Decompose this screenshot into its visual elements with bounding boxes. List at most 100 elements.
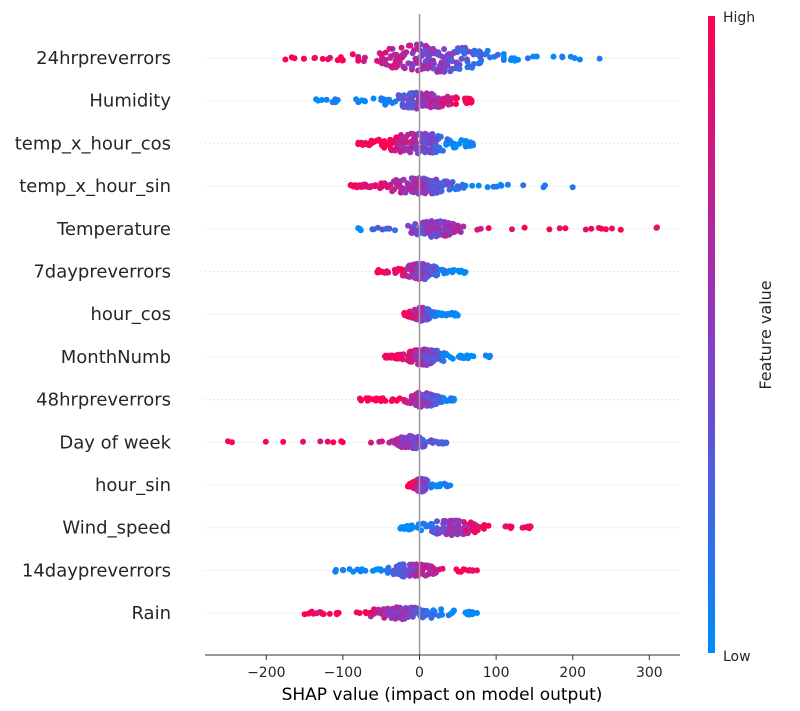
shap-point — [419, 275, 426, 282]
x-tick-label: 0 — [415, 665, 424, 681]
shap-point — [435, 612, 442, 619]
shap-point — [435, 229, 442, 236]
shap-point — [360, 58, 367, 65]
shap-point — [385, 225, 392, 232]
shap-point — [396, 59, 403, 66]
shap-point — [439, 54, 446, 60]
shap-point — [381, 614, 388, 621]
shap-point — [392, 147, 398, 154]
shap-point — [384, 269, 391, 276]
shap-point — [408, 267, 415, 274]
shap-point — [377, 566, 384, 573]
shap-point — [582, 226, 589, 233]
shap-point — [386, 45, 393, 52]
shap-point — [453, 566, 460, 573]
shap-point — [445, 310, 452, 317]
shap-point — [442, 518, 449, 524]
shap-point — [422, 398, 429, 405]
shap-point — [462, 98, 469, 105]
shap-point — [550, 53, 557, 60]
shap-point — [653, 224, 660, 231]
shap-point — [406, 349, 413, 356]
shap-point — [617, 226, 624, 233]
feature-label: Day of week — [59, 432, 171, 453]
shap-point — [470, 353, 477, 360]
shap-point — [417, 228, 424, 234]
shap-point — [392, 227, 398, 234]
shap-point — [448, 141, 455, 148]
shap-point — [393, 268, 400, 275]
shap-point — [463, 56, 470, 63]
shap-point — [353, 96, 360, 103]
shap-point — [598, 225, 605, 232]
shap-point — [415, 59, 422, 66]
shap-point — [454, 222, 461, 229]
shap-point — [374, 57, 380, 64]
shap-point — [439, 147, 446, 154]
shap-point — [441, 46, 448, 53]
shap-point — [596, 55, 603, 62]
shap-point — [376, 50, 383, 57]
shap-point — [464, 64, 471, 71]
shap-point — [440, 352, 447, 359]
shap-point — [421, 148, 428, 155]
shap-point — [428, 147, 435, 154]
shap-point — [462, 527, 469, 534]
shap-point — [430, 611, 437, 618]
x-axis: −200 −100 0 100 200 300 — [205, 654, 680, 681]
shap-point — [408, 522, 415, 529]
shap-point — [398, 44, 405, 51]
shap-point — [440, 182, 446, 189]
shap-point — [546, 226, 553, 233]
shap-point — [454, 95, 460, 102]
shap-point — [506, 524, 513, 530]
shap-point — [437, 133, 444, 140]
shap-point — [485, 225, 492, 232]
shap-point — [444, 530, 451, 537]
shap-point — [422, 58, 429, 65]
shap-point — [571, 55, 578, 62]
shap-point — [393, 134, 400, 141]
shap-point — [414, 313, 420, 320]
shap-point — [372, 566, 379, 573]
shap-point — [282, 56, 289, 63]
colorbar-gradient — [708, 16, 715, 653]
shap-point — [420, 183, 427, 190]
shap-point — [358, 397, 365, 404]
shap-point — [409, 225, 416, 232]
shap-point — [326, 610, 333, 617]
shap-point — [441, 232, 448, 239]
shap-point — [413, 398, 420, 405]
shap-point — [405, 42, 412, 49]
shap-point — [433, 272, 440, 279]
shap-point — [448, 180, 455, 186]
shap-point — [373, 137, 380, 144]
shap-point — [459, 181, 466, 188]
shap-point — [378, 96, 385, 103]
shap-point — [441, 267, 448, 274]
shap-point — [484, 184, 491, 191]
feature-label: temp_x_hour_sin — [19, 176, 171, 197]
shap-point — [349, 51, 356, 58]
shap-point — [520, 182, 527, 189]
shap-point — [388, 610, 395, 616]
shap-point — [427, 348, 434, 355]
shap-point — [339, 439, 346, 446]
shap-point — [355, 57, 362, 64]
shap-point — [400, 63, 407, 70]
shap-point — [379, 397, 386, 404]
shap-point — [438, 59, 445, 66]
feature-label: hour_cos — [90, 304, 171, 325]
shap-point — [424, 357, 430, 364]
shap-point — [425, 263, 432, 270]
shap-point — [497, 181, 504, 188]
shap-point — [409, 395, 415, 402]
shap-point — [339, 57, 346, 64]
shap-point — [359, 142, 366, 148]
shap-point — [427, 140, 434, 147]
shap-point — [407, 400, 414, 407]
shap-point — [419, 614, 426, 621]
shap-point — [453, 101, 459, 107]
feature-label: 24hrpreverrors — [36, 48, 171, 69]
